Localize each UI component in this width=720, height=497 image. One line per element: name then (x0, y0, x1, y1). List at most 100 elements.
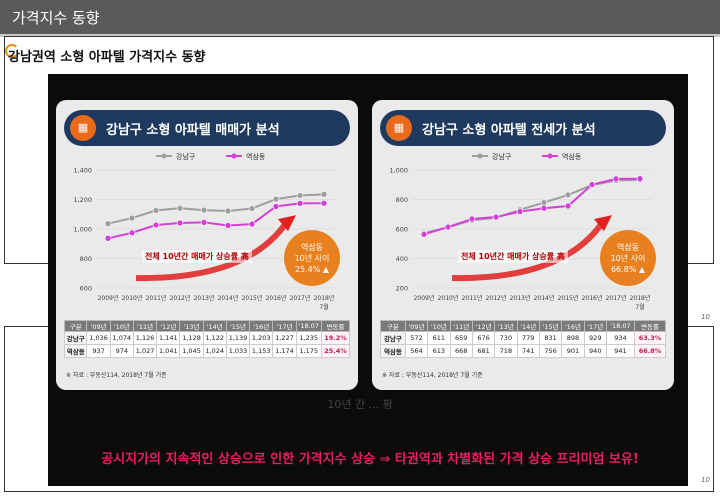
data-point (320, 199, 328, 207)
source-note: ※ 자료 : 부동산114, 2018년 7월 기준 (66, 372, 167, 379)
table-cell: 강남구 (380, 331, 406, 345)
badge-line: 66.8% ▲ (610, 265, 646, 274)
x-tick-label: 2017년 (290, 294, 311, 302)
column-header: '09년 (404, 320, 429, 332)
x-tick-sublabel: 7월 (319, 303, 328, 311)
data-point (636, 175, 644, 183)
x-tick-label: 2010년 (438, 294, 459, 302)
data-point (152, 207, 160, 214)
data-point (296, 192, 304, 199)
legend-label: 강남구 (176, 152, 196, 161)
table-cell: 1,235 (295, 331, 322, 345)
data-point (296, 200, 304, 207)
x-tick-label: 2011년 (462, 294, 483, 302)
data-point (540, 199, 548, 206)
table-cell: 681 (471, 344, 496, 358)
chart-panel-jeonse: ▦ 강남구 소형 아파텔 전세가 분석 강남구 역삼동 200 400 600 800 1,… (372, 100, 674, 390)
table-cell: 756 (538, 344, 563, 358)
x-tick-label: 2013년 (510, 294, 531, 302)
data-point (200, 206, 208, 214)
table-cell: 1,203 (249, 331, 274, 345)
increase-badge: 역삼동 10년 사이 66.8% ▲ (600, 230, 656, 286)
y-tick-label: 600 (396, 226, 408, 234)
x-tick-label: 2009년 (414, 294, 435, 302)
badge-line: 25.4% ▲ (294, 265, 330, 274)
table-cell: 역삼동 (63, 344, 88, 358)
column-header: '10년 (427, 320, 451, 332)
table-cell: 1,122 (202, 331, 227, 345)
y-tick-label: 1,000 (389, 167, 408, 175)
column-header: 변동률 (634, 320, 666, 332)
table-cell: 1,175 (295, 344, 322, 358)
x-tick-label: 2012년 (486, 294, 507, 302)
column-header: '16년 (249, 320, 274, 332)
x-tick-label: 2013년 (194, 294, 215, 302)
data-point (444, 223, 452, 231)
chart-icon: ▦ (386, 115, 412, 141)
legend-marker (547, 153, 553, 159)
table-cell: 1,153 (249, 344, 274, 358)
y-tick-label: 1,000 (73, 226, 92, 234)
trend-arrow-head (594, 215, 612, 232)
table-cell: 1,024 (202, 344, 227, 358)
table-cell: 741 (516, 344, 540, 358)
data-point (564, 191, 572, 199)
table-cell: 1,139 (225, 331, 251, 345)
x-tick-label: 2018년 (314, 294, 335, 302)
x-tick-label: 2011년 (146, 294, 167, 302)
legend-marker (161, 153, 167, 159)
x-tick-label: 2015년 (242, 294, 263, 302)
data-point (516, 208, 524, 215)
column-header: '12년 (471, 320, 496, 332)
panel-header: ▦ 강남구 소형 아파텔 매매가 분석 (64, 110, 350, 146)
table-cell: 19.2% (320, 331, 351, 345)
table-row: 역삼동 564 613 668 681 718 741 756 901 940 941 66.8% (380, 344, 666, 358)
table-cell: 1,227 (272, 331, 297, 345)
column-header: '16년 (561, 320, 585, 332)
source-note: ※ 자료 : 부동산114, 2018년 7월 기준 (382, 372, 483, 379)
column-header: 변동률 (320, 320, 351, 332)
page-number: 10 (701, 313, 710, 321)
x-tick-label: 2014년 (534, 294, 555, 302)
table-cell: 901 (561, 344, 585, 358)
obscured-caption: 10년 간 ... 평 (327, 398, 393, 411)
data-point (492, 213, 500, 221)
table-cell: 676 (471, 331, 496, 345)
y-tick-label: 800 (80, 255, 92, 263)
y-tick-label: 1,200 (73, 196, 92, 204)
table-cell: 1,141 (156, 331, 181, 345)
data-point (128, 214, 136, 222)
badge-line: 10년 사이 (294, 254, 330, 263)
legend-label: 역삼동 (246, 152, 266, 161)
arrow-caption: 전체 10년간 매매가 상승률 高 (142, 250, 252, 263)
data-point (320, 191, 328, 198)
conclusion-text: 공시지가의 지속적인 상승으로 인한 가격지수 상승 ⇒ 타권역과 차별화된 가… (101, 452, 639, 467)
data-point (248, 220, 256, 228)
legend-label: 역삼동 (562, 152, 582, 161)
table-header-row: 구분 '09년 '10년 '11년 '12년 '13년 '14년 '15년 '16년 '17년 '1… (63, 320, 351, 332)
data-point (104, 220, 112, 227)
data-point (420, 231, 428, 238)
table-cell: 668 (449, 344, 473, 358)
table-row: 강남구 572 611 659 676 730 779 831 898 929 934 63.3% (380, 331, 666, 345)
column-header: '13년 (179, 320, 204, 332)
arrow-caption: 전체 10년간 매매가 상승률 高 (458, 250, 568, 263)
top-bar: 가격지수 동향 (0, 0, 720, 34)
table-row: 역삼동 937 974 1,027 1,041 1,045 1,024 1,033 1,153 1… (63, 344, 351, 358)
column-header: '18.07 (295, 320, 322, 332)
table-cell: 1,036 (86, 331, 111, 345)
table-cell: 1,128 (179, 331, 204, 345)
badge-line: 역삼동 (616, 243, 640, 252)
data-point (272, 195, 280, 203)
page-number: 10 (701, 476, 710, 484)
table-cell: 1,045 (179, 344, 204, 358)
table-header-row: 구분 '09년 '10년 '11년 '12년 '13년 '14년 '15년 '16년 '17년 '1… (380, 320, 666, 332)
legend-marker (477, 153, 483, 159)
data-table: 구분 '09년 '10년 '11년 '12년 '13년 '14년 '15년 '16년 '17년 '1… (380, 320, 666, 358)
x-tick-label: 2018년 (630, 294, 651, 302)
table-cell: 718 (494, 344, 518, 358)
x-tick-label: 2017년 (606, 294, 627, 302)
table-cell: 929 (583, 331, 607, 345)
table-cell: 831 (538, 331, 563, 345)
